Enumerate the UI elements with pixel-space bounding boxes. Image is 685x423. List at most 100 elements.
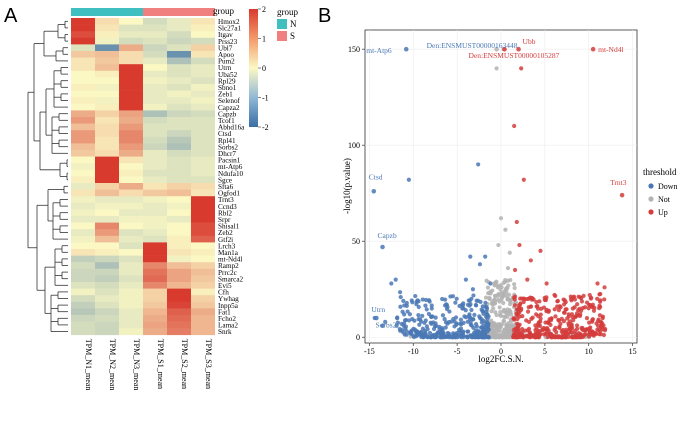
volcano-point-down <box>443 297 448 302</box>
heatmap-cell <box>119 70 143 78</box>
volcano-point-up <box>545 320 550 325</box>
group-legend-swatch <box>277 31 287 41</box>
heatmap-cell <box>143 328 167 336</box>
heatmap-row-label: Slc27a1 <box>218 25 242 33</box>
heatmap-cell <box>143 130 167 138</box>
heatmap-cell <box>143 90 167 98</box>
heatmap-cell <box>167 328 191 336</box>
heatmap-cell <box>191 189 215 197</box>
volcano-point-down <box>444 334 450 339</box>
volcano-point-down <box>424 307 429 312</box>
volcano-point-down <box>383 319 388 324</box>
heatmap-cell <box>71 321 95 329</box>
heatmap-cell <box>95 130 119 138</box>
heatmap-cell <box>143 64 167 72</box>
heatmap-cell <box>167 229 191 237</box>
volcano-point-down <box>432 335 437 340</box>
volcano-point-down <box>398 304 403 309</box>
heatmap-row-label: Capza2 <box>218 104 240 112</box>
volcano-point-not <box>498 313 503 318</box>
volcano-points <box>371 46 625 340</box>
volcano-point-up <box>579 299 585 304</box>
volcano-point-label: Trnt3 <box>610 178 627 187</box>
heatmap-cell <box>143 249 167 256</box>
heatmap-cell <box>191 262 215 270</box>
volcano-point-down <box>481 323 486 328</box>
volcano-point-not <box>487 296 492 302</box>
heatmap-grid <box>71 18 215 336</box>
heatmap-cell <box>167 308 191 316</box>
volcano-point-not <box>506 311 511 316</box>
volcano-point-up <box>520 314 525 319</box>
volcano-point-not <box>512 285 517 291</box>
heatmap-cell <box>167 183 191 190</box>
heatmap-cell <box>143 37 167 45</box>
heatmap-row-label: Lrch3 <box>218 242 236 250</box>
heatmap-row-label: Ramp2 <box>218 262 239 270</box>
heatmap-cell <box>95 282 119 289</box>
heatmap-cell <box>71 262 95 270</box>
volcano-point-up <box>516 310 521 316</box>
heatmap-cell <box>167 262 191 270</box>
heatmap-cell <box>143 189 167 197</box>
volcano-point-up <box>528 258 533 263</box>
volcano-point-down <box>473 302 478 308</box>
volcano-point-up <box>586 306 591 311</box>
y-tick-label: 0 <box>356 333 360 342</box>
heatmap-cell <box>95 249 119 256</box>
heatmap-cell <box>71 31 95 39</box>
volcano-point-up <box>602 285 607 290</box>
group-annotation-cell <box>119 8 143 16</box>
heatmap-cell <box>191 156 215 164</box>
heatmap-cell <box>71 209 95 217</box>
heatmap-cell <box>191 202 215 210</box>
heatmap-row-label: Gtf2i <box>218 236 233 244</box>
group-legend: NS <box>277 19 297 41</box>
heatmap-row-label: mt-Atp6 <box>218 163 243 171</box>
heatmap-cell <box>143 315 167 322</box>
volcano-point-up <box>562 302 567 307</box>
volcano-point-up <box>563 307 568 312</box>
volcano-point-down <box>454 332 459 338</box>
volcano-point-down <box>485 321 491 326</box>
volcano-point-label: Capzb <box>378 231 397 240</box>
heatmap-cell <box>71 249 95 256</box>
volcano-point-down <box>395 316 400 321</box>
heatmap-cell <box>167 77 191 85</box>
volcano-point-down <box>416 312 421 318</box>
heatmap-row-label: Prss23 <box>218 38 238 46</box>
heatmap-cell <box>71 143 95 151</box>
volcano-point-label: Sorbs2 <box>376 321 397 330</box>
heatmap-cell <box>191 103 215 111</box>
heatmap-cell <box>71 70 95 78</box>
heatmap-cell <box>143 202 167 210</box>
heatmap-cell <box>191 282 215 289</box>
heatmap-cell <box>95 117 119 124</box>
volcano-point-down <box>458 317 464 322</box>
heatmap-row-label: Ogfod1 <box>218 190 240 198</box>
volcano-point-up <box>512 267 518 273</box>
heatmap-row-label: Ndufa10 <box>218 170 244 178</box>
volcano-point-not <box>496 242 501 248</box>
heatmap-cell <box>191 308 215 316</box>
volcano-point-up <box>580 334 586 340</box>
volcano-point-up <box>580 305 585 311</box>
heatmap-cell <box>71 222 95 230</box>
volcano-point-up <box>574 323 580 328</box>
volcano-point-down <box>429 306 434 311</box>
heatmap-cell <box>167 57 191 65</box>
volcano-point-up <box>573 314 578 319</box>
volcano-point-up <box>538 312 543 317</box>
volcano-point-up <box>517 322 522 327</box>
heatmap-cell <box>119 216 143 223</box>
volcano-point-down <box>428 334 434 339</box>
threshold-legend-swatch <box>648 183 654 189</box>
volcano-point-up <box>598 298 603 303</box>
heatmap-cell <box>167 110 191 118</box>
heatmap-cell <box>119 176 143 184</box>
volcano-point-up <box>515 316 520 322</box>
heatmap-cell <box>143 301 167 309</box>
volcano-point-up <box>525 277 530 282</box>
heatmap-row-label: Smarca2 <box>218 275 244 283</box>
heatmap-cell <box>95 18 119 25</box>
